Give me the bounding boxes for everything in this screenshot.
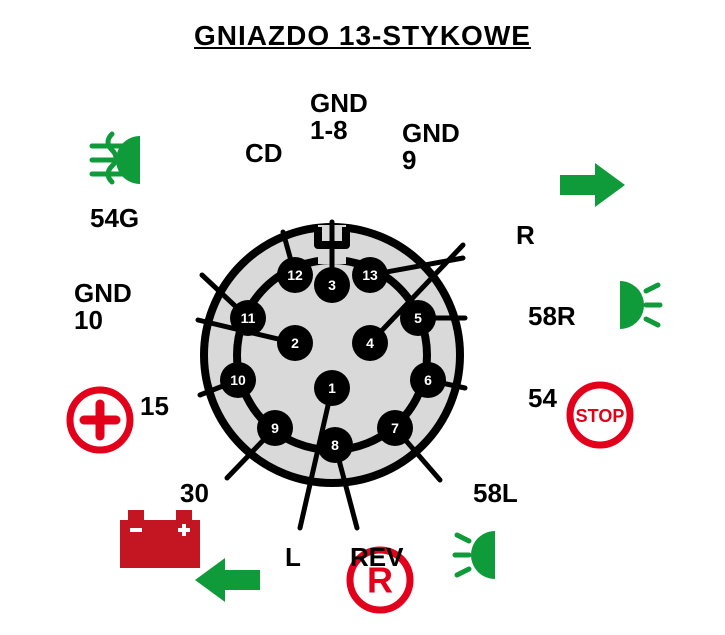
battery-icon bbox=[120, 510, 200, 568]
svg-text:10: 10 bbox=[230, 372, 246, 388]
tail-lamp-icon bbox=[620, 281, 660, 329]
pin-label-9: 30 bbox=[180, 480, 209, 507]
svg-text:STOP: STOP bbox=[576, 406, 625, 426]
svg-text:13: 13 bbox=[362, 267, 378, 283]
svg-text:2: 2 bbox=[291, 335, 299, 351]
svg-text:5: 5 bbox=[414, 310, 422, 326]
tail-lamp-icon bbox=[455, 531, 495, 579]
pin-label-6: 54 bbox=[528, 385, 557, 412]
fog-lamp-icon bbox=[92, 134, 140, 184]
pin-label-3: GND1-8 bbox=[310, 90, 368, 145]
arrow-icon bbox=[195, 558, 260, 602]
svg-text:12: 12 bbox=[287, 267, 303, 283]
stop-icon: STOP bbox=[570, 385, 630, 445]
pin-label-4: GND9 bbox=[402, 120, 460, 175]
svg-text:11: 11 bbox=[241, 310, 256, 326]
pin-label-5: 58R bbox=[528, 303, 576, 330]
pin-label-11: 54G bbox=[90, 205, 139, 232]
pin-label-12: CD bbox=[245, 140, 283, 167]
svg-text:1: 1 bbox=[328, 380, 336, 396]
pin-label-8: REV bbox=[350, 544, 403, 571]
pin-label-1: L bbox=[285, 544, 301, 571]
pin-label-2: GND10 bbox=[74, 280, 132, 335]
pin-label-13: R bbox=[516, 222, 535, 249]
plus-icon bbox=[70, 390, 130, 450]
pin-label-10: 15 bbox=[140, 393, 169, 420]
svg-text:8: 8 bbox=[331, 437, 339, 453]
pin-label-7: 58L bbox=[473, 480, 518, 507]
svg-text:4: 4 bbox=[366, 335, 374, 351]
svg-text:6: 6 bbox=[424, 372, 432, 388]
svg-text:7: 7 bbox=[391, 420, 399, 436]
svg-text:9: 9 bbox=[271, 420, 279, 436]
arrow-icon bbox=[560, 163, 625, 207]
svg-text:3: 3 bbox=[328, 277, 336, 293]
